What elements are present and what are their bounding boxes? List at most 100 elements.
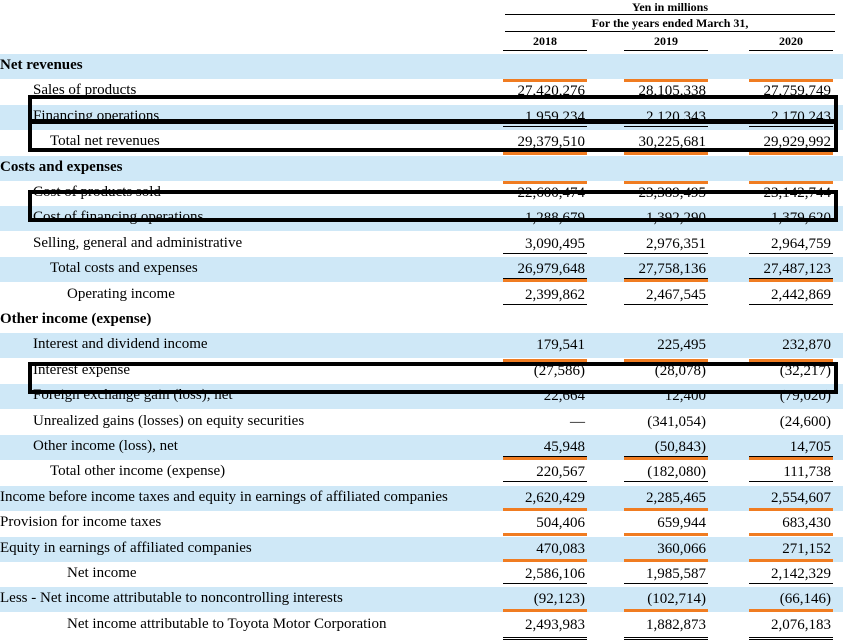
value-text: 27,759,749 [763,83,832,100]
value-cell-2020: 2,964,759 [749,232,833,257]
value-cell-2020: 2,442,869 [749,283,833,308]
value-text: 1,288,679 [525,210,585,227]
sum-underline [624,481,708,483]
accent-bar [749,609,833,613]
value-text: 2,493,983 [525,616,585,633]
section-header-row: Other income (expense) [0,308,843,333]
value-cell-2020: (66,146) [749,587,833,613]
sum-underline [624,252,708,254]
value-cell-2020: 271,152 [749,537,833,562]
sum-underline [503,481,587,483]
value-cell-2019: 1,985,587 [624,562,708,587]
accent-bar [503,507,587,511]
value-cell-2020: 111,738 [749,460,833,485]
accent-bar [749,507,833,511]
value-text: (32,217) [779,362,831,379]
accent-bar [624,181,708,184]
value-cell-2019: 23,389,495 [624,181,708,206]
row-label: Sales of products [33,82,137,99]
sum-underline [503,252,587,254]
row-label: Total other income (expense) [50,463,226,480]
section-header-row: Costs and expenses [0,155,843,181]
table-row: Total other income (expense) 220,567 (182,… [0,460,843,485]
accent-bar [624,609,708,613]
value-text: 470,083 [536,540,585,557]
value-cell-2020: 683,430 [749,511,833,537]
value-cell-2020: (32,217) [749,358,833,384]
value-cell-2019: 1,392,290 [624,206,708,231]
accent-bar [749,533,833,537]
accent-bar [503,79,587,83]
row-label: Other income (loss), net [33,438,178,454]
value-text: 14,705 [789,439,831,455]
value-text: (28,078) [654,362,706,379]
value-text: — [570,413,585,430]
table-row: Net income 2,586,106 1,985,587 2,142,329 [0,562,843,587]
row-label: Operating income [67,285,175,302]
value-cell-2018: 2,620,429 [503,486,587,511]
table-row: Total costs and expenses 26,979,648 27,758… [0,257,843,283]
sum-underline [624,583,708,584]
row-label: Net income attributable to Toyota Motor … [67,615,387,632]
value-text: 27,487,123 [763,261,832,278]
accent-bar [749,358,833,362]
value-text: 29,929,992 [763,134,832,151]
accent-bar [624,558,708,562]
sum-underline [624,303,708,305]
value-cell-2020: 29,929,992 [749,130,833,156]
period-caption: For the years ended March 31, [591,16,749,30]
value-text: 179,541 [536,337,585,354]
value-cell-2019: 360,066 [624,537,708,562]
accent-bar [624,79,708,83]
value-cell-2019: 2,976,351 [624,232,708,257]
value-text: 22,600,474 [517,185,586,201]
accent-bar [624,279,708,283]
accent-bar [624,507,708,511]
value-cell-2019: 1,882,873 [624,613,708,640]
value-cell-2018: 504,406 [503,511,587,537]
header-rule [505,14,835,15]
value-text: 22,664 [543,388,585,405]
value-cell-2020: 2,170,243 [749,105,833,130]
table-row: Equity in earnings of affiliated compani… [0,536,843,562]
row-label: Equity in earnings of affiliated compani… [0,539,252,556]
value-text: 504,406 [536,515,585,532]
value-text: 2,442,869 [771,286,831,303]
value-text: 45,948 [543,439,585,455]
value-text: 111,738 [783,464,831,481]
value-cell-2020: 2,076,183 [749,613,833,640]
value-cell-2018: (92,123) [503,587,587,613]
sum-underline [503,303,587,305]
sum-underline [503,583,587,584]
value-cell-2019: (28,078) [624,358,708,384]
value-text: 28,105,338 [638,83,707,100]
value-cell-2018: 1,959,234 [503,105,587,130]
value-text: 30,225,681 [638,134,707,151]
value-cell-2019: 225,495 [624,333,708,358]
sum-underline [749,456,833,457]
row-label: Provision for income taxes [0,514,162,531]
accent-bar [749,457,833,460]
value-text: 2,142,329 [771,566,831,582]
year-underline [749,50,833,51]
value-text: 1,379,620 [771,210,831,227]
accent-bar [503,558,587,562]
value-cell-2020: (79,020) [749,384,833,409]
table-row: Other income (loss), net 45,948 (50,843) 14… [0,435,843,460]
total-double-underline [503,636,587,640]
value-cell-2018: — [503,410,587,435]
value-text: (24,600) [779,413,831,430]
value-text: 1,985,587 [646,566,706,582]
value-cell-2018: (27,586) [503,358,587,384]
value-text: 27,420,276 [517,83,586,100]
value-cell-2019: 2,285,465 [624,486,708,511]
header-rule [505,31,835,32]
value-text: 3,090,495 [525,235,585,252]
accent-bar [503,152,587,156]
value-cell-2020: 2,142,329 [749,562,833,587]
value-text: 27,758,136 [638,261,707,278]
value-cell-2018: 2,493,983 [503,613,587,640]
value-text: 2,170,243 [771,108,831,125]
row-label: Interest expense [33,361,131,378]
value-text: 26,979,648 [517,261,586,278]
